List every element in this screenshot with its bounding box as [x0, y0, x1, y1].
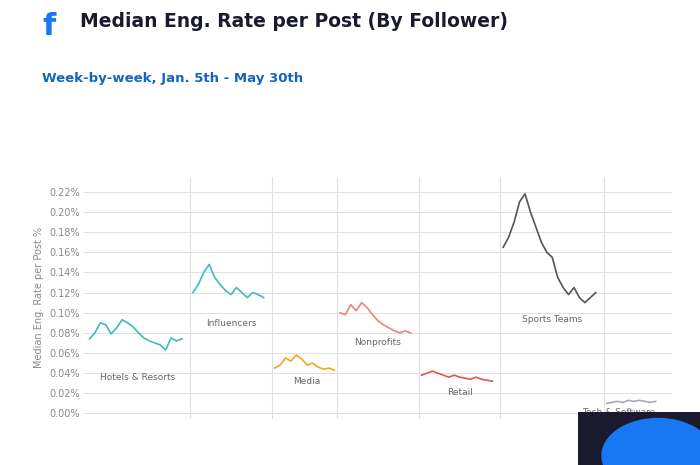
Text: Influencers: Influencers: [206, 319, 256, 328]
Y-axis label: Median Eng. Rate per Post %: Median Eng. Rate per Post %: [34, 227, 43, 368]
Text: Hotels & Resorts: Hotels & Resorts: [100, 373, 176, 382]
Text: Rival: Rival: [622, 426, 656, 439]
Text: Media: Media: [293, 377, 321, 385]
Text: Retail: Retail: [447, 388, 473, 397]
Text: Week-by-week, Jan. 5th - May 30th: Week-by-week, Jan. 5th - May 30th: [42, 72, 303, 85]
Text: Tech & Software: Tech & Software: [582, 408, 656, 418]
Text: IQ: IQ: [631, 447, 646, 460]
Text: Median Eng. Rate per Post (By Follower): Median Eng. Rate per Post (By Follower): [80, 12, 508, 31]
Text: f: f: [42, 12, 55, 40]
Text: Sports Teams: Sports Teams: [522, 315, 582, 324]
Text: Nonprofits: Nonprofits: [355, 338, 401, 347]
